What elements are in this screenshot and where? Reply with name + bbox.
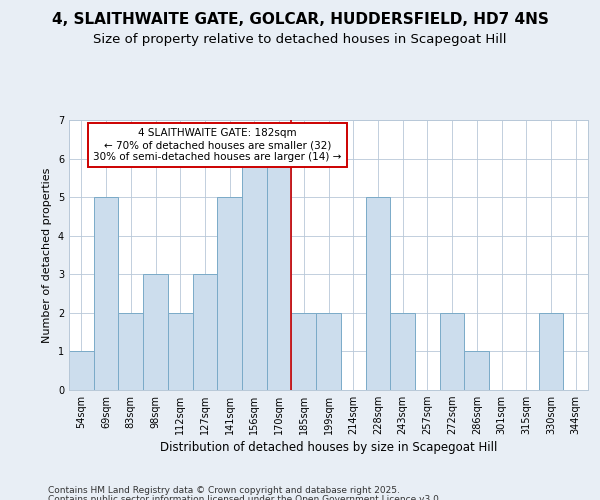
Bar	[365, 197, 390, 390]
Bar	[242, 158, 267, 390]
Bar	[217, 197, 242, 390]
Bar	[94, 197, 118, 390]
Bar	[267, 158, 292, 390]
Text: Contains HM Land Registry data © Crown copyright and database right 2025.: Contains HM Land Registry data © Crown c…	[48, 486, 400, 495]
Bar	[292, 313, 316, 390]
X-axis label: Distribution of detached houses by size in Scapegoat Hill: Distribution of detached houses by size …	[160, 442, 497, 454]
Text: 4, SLAITHWAITE GATE, GOLCAR, HUDDERSFIELD, HD7 4NS: 4, SLAITHWAITE GATE, GOLCAR, HUDDERSFIEL…	[52, 12, 548, 28]
Bar	[539, 313, 563, 390]
Bar	[118, 313, 143, 390]
Bar	[69, 352, 94, 390]
Text: Contains public sector information licensed under the Open Government Licence v3: Contains public sector information licen…	[48, 495, 442, 500]
Text: 4 SLAITHWAITE GATE: 182sqm
← 70% of detached houses are smaller (32)
30% of semi: 4 SLAITHWAITE GATE: 182sqm ← 70% of deta…	[93, 128, 341, 162]
Y-axis label: Number of detached properties: Number of detached properties	[43, 168, 52, 342]
Bar	[440, 313, 464, 390]
Bar	[464, 352, 489, 390]
Text: Size of property relative to detached houses in Scapegoat Hill: Size of property relative to detached ho…	[93, 32, 507, 46]
Bar	[143, 274, 168, 390]
Bar	[316, 313, 341, 390]
Bar	[193, 274, 217, 390]
Bar	[168, 313, 193, 390]
Bar	[390, 313, 415, 390]
